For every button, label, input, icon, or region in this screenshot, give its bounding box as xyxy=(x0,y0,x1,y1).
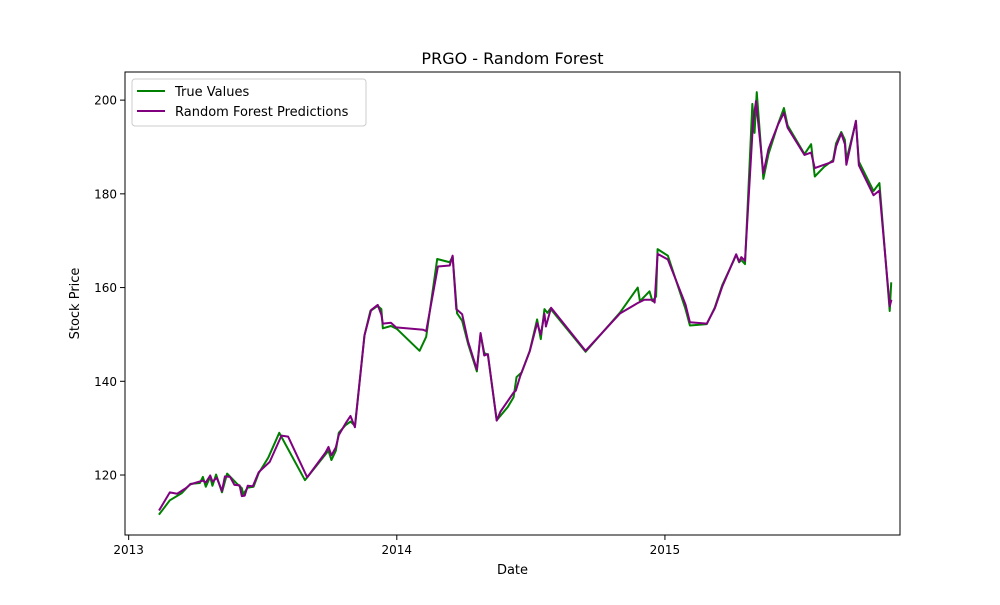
y-tick-label: 160 xyxy=(94,281,117,295)
x-tick-label: 2015 xyxy=(650,543,681,557)
legend-label: Random Forest Predictions xyxy=(175,105,349,120)
axes: 2013 2014 2015 120 140 160 180 200 xyxy=(94,71,901,557)
chart-title: PRGO - Random Forest xyxy=(421,49,603,68)
legend-box xyxy=(131,78,367,127)
y-tick-label: 200 xyxy=(94,94,117,108)
x-tick-label: 2013 xyxy=(113,543,144,557)
series-line-random-forest-predictions xyxy=(158,100,893,512)
y-axis-label: Stock Price xyxy=(68,268,83,340)
y-tick-label: 140 xyxy=(94,375,117,389)
y-tick-label: 180 xyxy=(94,187,117,201)
legend: True Values Random Forest Predictions xyxy=(131,78,367,127)
y-tick-label: 120 xyxy=(94,469,117,483)
plot-area xyxy=(158,91,893,516)
x-axis-label: Date xyxy=(497,563,528,578)
legend-label: True Values xyxy=(174,85,249,100)
axes-frame xyxy=(124,71,901,536)
x-tick-label: 2014 xyxy=(382,543,413,557)
